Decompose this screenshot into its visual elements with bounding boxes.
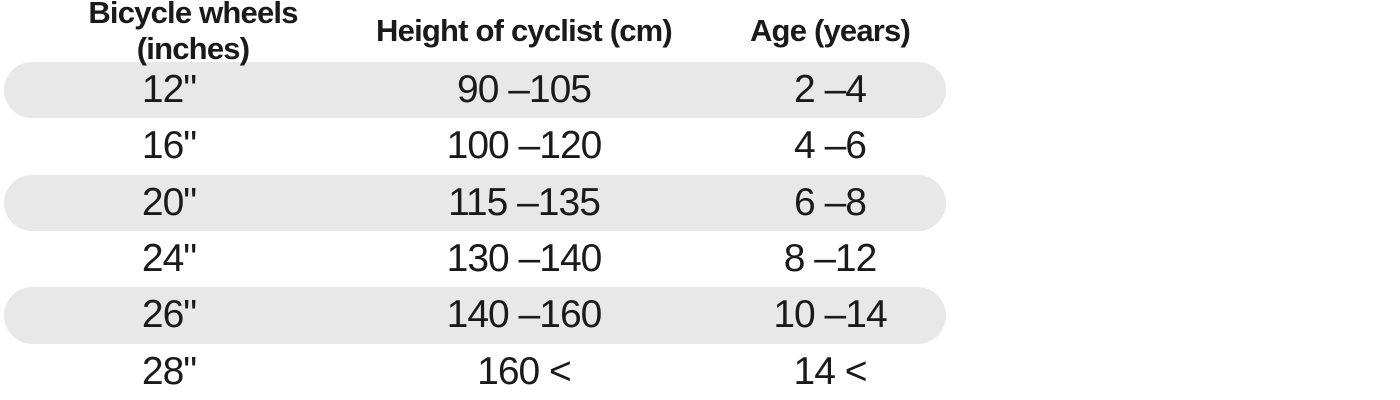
wheels-cell: 28" bbox=[141, 349, 197, 393]
header-cell-age: Age (years) bbox=[749, 13, 911, 48]
height-cell: 140 –160 bbox=[446, 293, 603, 337]
height-cell: 90 –105 bbox=[457, 68, 592, 112]
table-row: 26" 140 –160 10 –14 bbox=[4, 287, 946, 344]
age-cell: 8 –12 bbox=[783, 237, 878, 281]
wheels-cell: 26" bbox=[141, 293, 197, 337]
table-header-row: Bicycle wheels (inches) Height of cyclis… bbox=[4, 0, 946, 66]
age-cell: 2 –4 bbox=[794, 68, 867, 112]
bike-size-table: Bicycle wheels (inches) Height of cyclis… bbox=[4, 0, 946, 400]
height-cell: 115 –135 bbox=[448, 180, 601, 224]
table-row: 12" 90 –105 2 –4 bbox=[4, 62, 946, 119]
age-cell: 4 –6 bbox=[794, 124, 867, 168]
table-row: 16" 100 –120 4 –6 bbox=[4, 118, 946, 174]
table-row: 28" 160 < 14 < bbox=[4, 344, 946, 400]
header-cell-wheels: Bicycle wheels (inches) bbox=[88, 0, 298, 66]
wheels-cell: 20" bbox=[141, 180, 197, 224]
height-cell: 130 –140 bbox=[446, 237, 603, 281]
table-row: 24" 130 –140 8 –12 bbox=[4, 231, 946, 287]
table-body: 12" 90 –105 2 –4 16" 100 –120 4 –6 20" 1… bbox=[4, 62, 946, 400]
age-cell: 10 –14 bbox=[773, 293, 887, 337]
wheels-cell: 16" bbox=[141, 124, 197, 168]
age-cell: 6 –8 bbox=[794, 180, 867, 224]
header-cell-height: Height of cyclist (cm) bbox=[376, 13, 673, 48]
wheels-cell: 12" bbox=[141, 68, 197, 112]
table-row: 20" 115 –135 6 –8 bbox=[4, 174, 946, 231]
age-cell: 14 < bbox=[793, 349, 868, 393]
height-cell: 160 < bbox=[477, 349, 572, 393]
wheels-cell: 24" bbox=[141, 237, 197, 281]
height-cell: 100 –120 bbox=[446, 124, 603, 168]
